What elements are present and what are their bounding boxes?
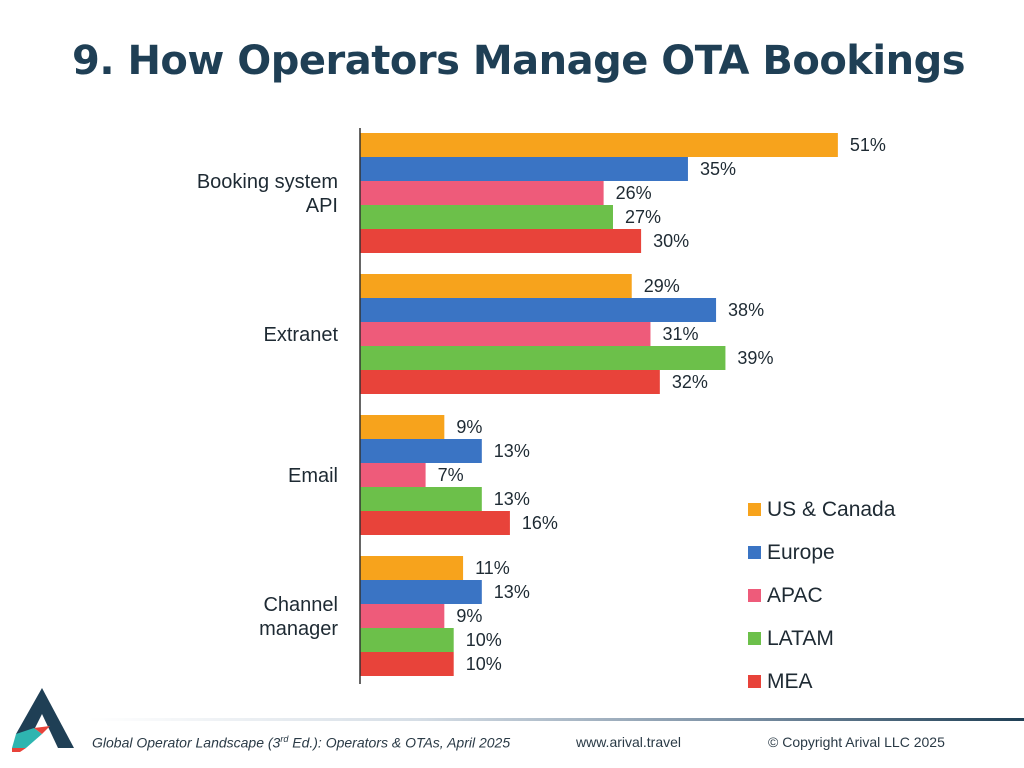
value-label-2-4: 16%	[522, 513, 558, 533]
legend-label-4: MEA	[767, 669, 813, 693]
bar-0-2	[360, 181, 604, 205]
bar-3-4	[360, 652, 454, 676]
value-label-1-2: 31%	[662, 324, 698, 344]
bar-2-1	[360, 439, 482, 463]
legend-swatch-2	[748, 589, 761, 602]
legend-label-3: LATAM	[767, 626, 834, 650]
legend: US & Canada Europe APAC LATAM MEA	[748, 488, 895, 703]
value-label-3-0: 11%	[475, 558, 510, 578]
legend-item-4: MEA	[748, 660, 895, 703]
legend-swatch-4	[748, 675, 761, 688]
value-label-0-0: 51%	[850, 135, 886, 155]
value-label-2-3: 13%	[494, 489, 530, 509]
legend-label-2: APAC	[767, 583, 823, 607]
footer-divider	[88, 718, 1024, 721]
bar-3-2	[360, 604, 445, 628]
bar-1-4	[360, 370, 660, 394]
value-label-2-0: 9%	[456, 417, 482, 437]
bar-chart: 51% 35% 26% 27% 30% 29% 38% 31% 39% 32% 9% 13% 7% 13%…	[197, 128, 886, 684]
footer-website[interactable]: www.arival.travel	[576, 734, 682, 750]
value-label-0-4: 30%	[653, 231, 689, 251]
bar-3-0	[360, 556, 464, 580]
legend-label-0: US & Canada	[767, 497, 896, 521]
legend-item-1: Europe	[748, 531, 895, 574]
logo-mark-icon	[12, 688, 74, 752]
value-label-1-1: 38%	[728, 300, 764, 320]
legend-swatch-0	[748, 503, 761, 516]
bar-1-3	[360, 346, 726, 370]
bar-2-2	[360, 463, 426, 487]
legend-item-3: LATAM	[748, 617, 895, 660]
value-label-1-3: 39%	[737, 348, 773, 368]
legend-item-0: US & Canada	[748, 488, 895, 531]
value-label-3-4: 10%	[466, 654, 502, 674]
category-label-0-1: API	[306, 195, 338, 217]
legend-swatch-1	[748, 546, 761, 559]
value-label-2-2: 7%	[438, 465, 464, 485]
legend-item-2: APAC	[748, 574, 895, 617]
value-label-1-4: 32%	[672, 372, 708, 392]
category-label-1-0: Extranet	[264, 324, 339, 346]
bar-0-4	[360, 229, 642, 253]
bar-3-1	[360, 580, 482, 604]
value-label-1-0: 29%	[644, 276, 680, 296]
category-label-2-0: Email	[288, 465, 338, 487]
footer-copyright: © Copyright Arival LLC 2025	[768, 734, 945, 750]
bar-0-3	[360, 205, 613, 229]
category-label-3-0: Channel	[263, 594, 338, 616]
arival-logo	[12, 688, 78, 757]
value-label-0-2: 26%	[616, 183, 652, 203]
bar-0-1	[360, 157, 688, 181]
bar-2-3	[360, 487, 482, 511]
category-label-0-0: Booking system	[197, 171, 338, 193]
value-label-2-1: 13%	[494, 441, 530, 461]
category-label-3-1: manager	[259, 618, 338, 640]
value-label-3-1: 13%	[494, 582, 530, 602]
value-label-0-3: 27%	[625, 207, 661, 227]
bar-1-2	[360, 322, 651, 346]
footer-source: Global Operator Landscape (3rd Ed.): Ope…	[92, 734, 511, 751]
legend-label-1: Europe	[767, 540, 835, 564]
legend-swatch-3	[748, 632, 761, 645]
value-label-3-3: 10%	[466, 630, 502, 650]
bar-2-0	[360, 415, 445, 439]
bar-0-0	[360, 133, 838, 157]
value-labels-group: 51% 35% 26% 27% 30% 29% 38% 31% 39% 32% 9% 13% 7% 13%…	[438, 135, 886, 674]
value-label-3-2: 9%	[456, 606, 482, 626]
bar-1-1	[360, 298, 717, 322]
bar-3-3	[360, 628, 454, 652]
bar-2-4	[360, 511, 510, 535]
chart-title: 9. How Operators Manage OTA Bookings	[72, 38, 966, 84]
bars-group	[360, 133, 838, 676]
bar-1-0	[360, 274, 632, 298]
value-label-0-1: 35%	[700, 159, 736, 179]
